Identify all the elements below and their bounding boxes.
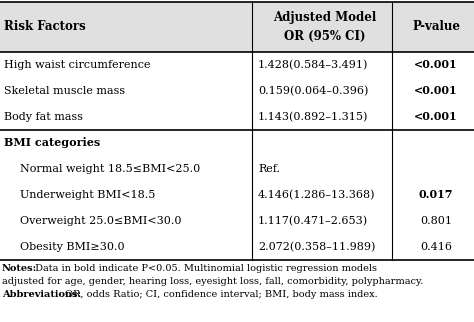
Bar [0, 78, 474, 104]
Text: P-value: P-value [412, 21, 460, 33]
Text: 1.143(0.892–1.315): 1.143(0.892–1.315) [258, 112, 368, 122]
Text: 4.146(1.286–13.368): 4.146(1.286–13.368) [258, 190, 375, 200]
Bar [0, 208, 474, 234]
Bar [0, 182, 474, 208]
Bar [0, 234, 474, 260]
Text: 0.017: 0.017 [419, 190, 453, 201]
Text: Notes:: Notes: [2, 264, 37, 273]
Text: High waist circumference: High waist circumference [4, 60, 151, 70]
Text: <0.001: <0.001 [414, 86, 458, 97]
Bar [0, 2, 474, 52]
Text: Underweight BMI<18.5: Underweight BMI<18.5 [20, 190, 155, 200]
Bar [0, 130, 474, 156]
Text: Abbreviations:: Abbreviations: [2, 290, 81, 299]
Text: Normal weight 18.5≤BMI<25.0: Normal weight 18.5≤BMI<25.0 [20, 164, 200, 174]
Text: Overweight 25.0≤BMI<30.0: Overweight 25.0≤BMI<30.0 [20, 216, 182, 226]
Text: 2.072(0.358–11.989): 2.072(0.358–11.989) [258, 242, 375, 252]
Text: 1.117(0.471–2.653): 1.117(0.471–2.653) [258, 216, 368, 226]
Text: 1.428(0.584–3.491): 1.428(0.584–3.491) [258, 60, 368, 70]
Bar [0, 156, 474, 182]
Text: Adjusted Model: Adjusted Model [273, 11, 377, 24]
Text: <0.001: <0.001 [414, 111, 458, 122]
Bar [0, 52, 474, 78]
Text: 0.801: 0.801 [420, 216, 452, 226]
Text: Obesity BMI≥30.0: Obesity BMI≥30.0 [20, 242, 125, 252]
Text: OR, odds Ratio; CI, confidence interval; BMI, body mass index.: OR, odds Ratio; CI, confidence interval;… [62, 290, 378, 299]
Text: Ref.: Ref. [258, 164, 280, 174]
Text: OR (95% CI): OR (95% CI) [284, 30, 366, 43]
Text: Data in bold indicate P<0.05. Multinomial logistic regression models: Data in bold indicate P<0.05. Multinomia… [32, 264, 377, 273]
Text: BMI categories: BMI categories [4, 137, 100, 148]
Text: 0.416: 0.416 [420, 242, 452, 252]
Text: Body fat mass: Body fat mass [4, 112, 83, 122]
Text: <0.001: <0.001 [414, 60, 458, 71]
Text: adjusted for age, gender, hearing loss, eyesight loss, fall, comorbidity, polyph: adjusted for age, gender, hearing loss, … [2, 277, 423, 286]
Text: Risk Factors: Risk Factors [4, 21, 86, 33]
Text: 0.159(0.064–0.396): 0.159(0.064–0.396) [258, 86, 368, 96]
Text: Skeletal muscle mass: Skeletal muscle mass [4, 86, 125, 96]
Bar [0, 104, 474, 130]
